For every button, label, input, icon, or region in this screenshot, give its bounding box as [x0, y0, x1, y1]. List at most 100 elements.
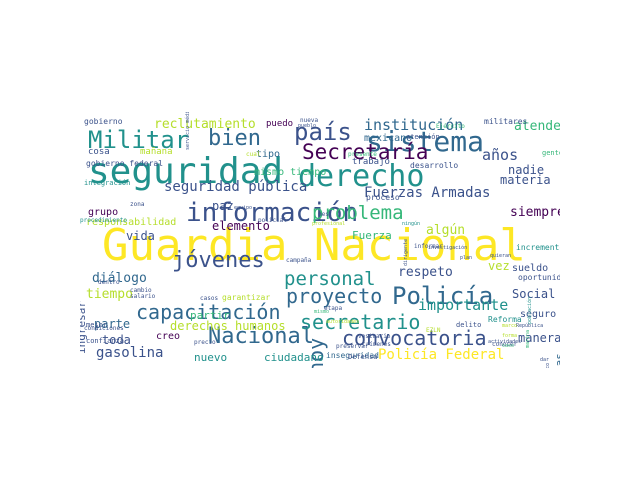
word-cloud-word: institución: [364, 116, 464, 134]
word-cloud-word: creo: [156, 331, 181, 342]
word-cloud-word: mismo tiempo: [254, 167, 327, 178]
word-cloud-word: vestuario: [358, 333, 391, 340]
word-cloud-word: ciudadano: [264, 351, 324, 364]
word-cloud-word: vez: [488, 259, 510, 273]
word-cloud-word: presente: [348, 151, 377, 158]
word-cloud-word: grupo: [88, 207, 119, 218]
word-cloud-word: gente: [542, 149, 560, 157]
word-cloud-word: Policía Federal: [378, 347, 505, 363]
word-cloud-word: zona: [130, 201, 145, 208]
word-cloud-word: toda: [102, 333, 131, 347]
word-cloud-word: mañana: [140, 147, 173, 157]
word-cloud-word: materia: [500, 173, 551, 187]
word-cloud-word: población: [527, 296, 533, 324]
word-cloud-word: militares: [484, 117, 528, 126]
word-cloud-word: ningún: [402, 221, 421, 227]
word-cloud-word: marco: [502, 323, 518, 329]
word-cloud-word: pueblo: [298, 123, 317, 129]
word-cloud-word: Fuerza: [352, 229, 392, 242]
word-cloud-word: seguridad pública: [164, 179, 308, 195]
word-cloud-word: bien: [208, 126, 261, 151]
word-cloud-word: gobierno: [84, 117, 123, 126]
word-cloud-word: mejor: [86, 321, 108, 329]
word-cloud-word: tipo: [256, 149, 281, 160]
word-cloud-word: respeto: [398, 265, 453, 280]
word-cloud-word: periódico: [545, 363, 551, 368]
word-cloud-word: condiciones: [84, 325, 124, 332]
word-cloud-word: siempre: [510, 205, 560, 220]
word-cloud-word: profesional: [312, 221, 346, 227]
word-cloud-word: jóvenes: [172, 248, 265, 273]
word-cloud-word: incremento: [516, 243, 560, 252]
word-cloud-word: servicio médico: [185, 112, 191, 150]
word-cloud-word: país: [294, 118, 352, 146]
word-cloud-word: gasolina: [96, 345, 164, 361]
word-cloud-word: campaña: [286, 257, 312, 264]
word-cloud-word: cosa: [88, 147, 110, 157]
word-cloud-word: garantizar: [222, 293, 271, 302]
word-cloud-word: EZLN: [426, 327, 441, 334]
word-cloud-word: trabajo: [352, 157, 390, 167]
word-cloud-word: quieran: [490, 253, 512, 259]
word-cloud-word: forma: [502, 333, 518, 339]
word-cloud-word: información: [186, 198, 359, 228]
word-cloud-word: manera: [518, 331, 560, 345]
word-cloud-word: mes: [318, 211, 329, 218]
word-cloud-word: diálogo: [92, 271, 147, 286]
word-cloud-word: Guardia Nacional: [102, 220, 526, 271]
word-cloud-word: importante: [418, 296, 509, 314]
word-cloud-word: Policía: [392, 282, 494, 310]
word-cloud-word: equipo: [234, 205, 253, 211]
word-cloud-word: confianza: [86, 337, 124, 345]
word-cloud-word: tiempo: [86, 287, 133, 302]
word-cloud-word: mexicano: [364, 133, 413, 144]
word-cloud-word: convocatoria: [342, 326, 487, 350]
word-cloud-word: algún: [426, 223, 466, 238]
word-cloud-word: marina: [525, 329, 531, 348]
word-cloud-word: crímenes: [362, 341, 391, 348]
word-cloud-word: caso: [502, 343, 515, 349]
word-cloud-word: paz: [212, 199, 234, 213]
word-cloud-word: dentro: [98, 279, 120, 286]
word-cloud: Guardia Nacional seguridad información dere…: [80, 112, 560, 368]
word-cloud-word: procedimiento: [80, 217, 127, 224]
word-cloud-word: desarrollo: [410, 161, 459, 170]
word-cloud-word: responsabilidad: [86, 217, 177, 228]
word-cloud-word: preservar: [336, 343, 369, 350]
word-cloud-word: Ejército: [436, 123, 465, 130]
word-cloud-word: gobierno federal: [86, 159, 164, 168]
word-cloud-word: mismo: [314, 309, 330, 315]
word-cloud-word: personal: [284, 268, 376, 290]
word-cloud-word: Reforma: [488, 315, 522, 324]
word-cloud-word: cual: [246, 151, 261, 158]
word-cloud-word: atención: [406, 133, 440, 141]
word-cloud-word: problema: [312, 202, 404, 224]
word-cloud-word: Fuerzas Armadas: [364, 185, 491, 201]
word-cloud-word: nueva: [300, 117, 319, 124]
word-cloud-word: elemento: [212, 219, 270, 233]
word-cloud-word: sistema: [366, 125, 485, 158]
word-cloud-word: atender: [514, 119, 560, 134]
word-cloud-word: investigación: [428, 245, 468, 251]
word-cloud-word: seguro: [520, 309, 557, 320]
word-cloud-word: partir: [190, 309, 230, 322]
word-cloud-word: policial: [258, 217, 287, 224]
word-cloud-word: puedo: [266, 119, 294, 129]
word-cloud-word: Secretaría: [302, 140, 429, 164]
word-cloud-word: precio: [194, 339, 216, 346]
word-cloud-word: oportunidad: [518, 273, 560, 282]
word-cloud-word: diferencias: [553, 353, 560, 368]
word-cloud-word: nuevo: [194, 351, 228, 364]
word-cloud-word: nadie: [508, 163, 545, 177]
word-cloud-word: integración: [84, 179, 131, 187]
word-cloud-word: República: [516, 323, 544, 329]
word-cloud-word: capacitación: [136, 300, 281, 324]
word-cloud-word: Nacional: [208, 324, 314, 349]
word-cloud-word: Militar: [88, 126, 190, 154]
word-cloud-word: derechos humanos: [170, 319, 286, 333]
word-cloud-word: vida: [126, 229, 155, 243]
word-cloud-word: dar: [540, 357, 550, 363]
word-cloud-word: inseguridad: [326, 351, 379, 360]
word-cloud-word: secretario: [300, 310, 421, 334]
word-cloud-word: conocer: [492, 341, 518, 348]
